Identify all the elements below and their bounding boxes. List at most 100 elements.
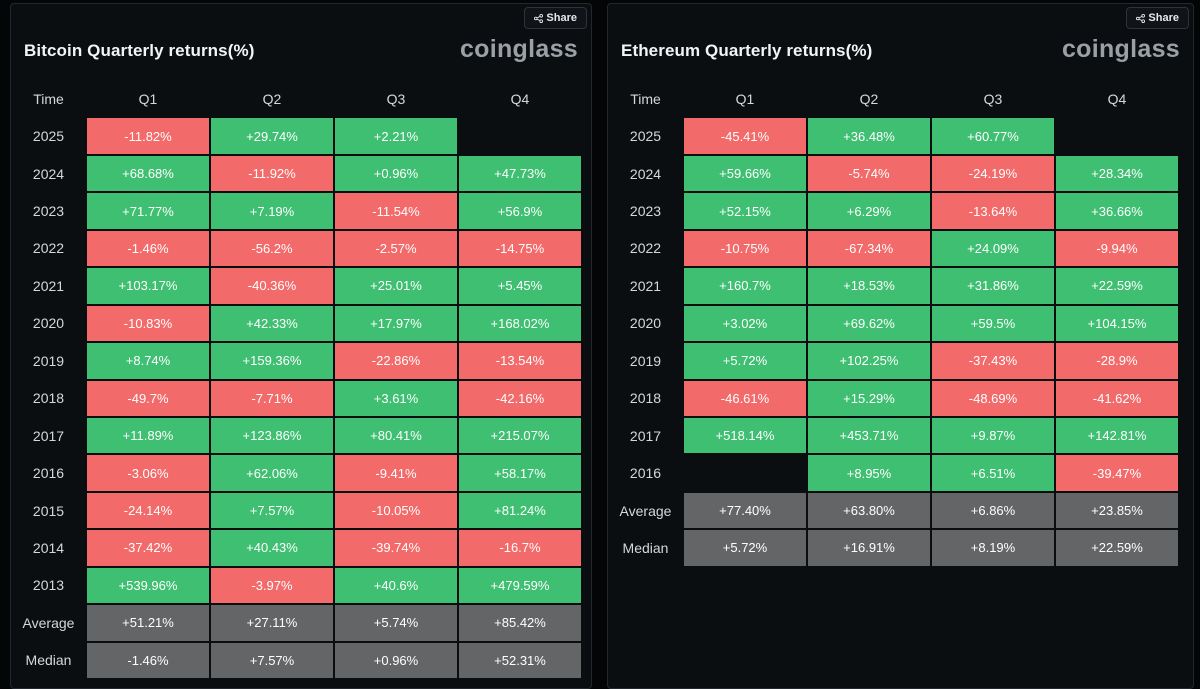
return-cell: +7.57% <box>211 492 333 529</box>
return-cell: +3.61% <box>335 380 457 416</box>
return-cell: +17.97% <box>335 305 457 342</box>
return-cell: +47.73% <box>459 155 581 192</box>
return-cell: -11.92% <box>211 155 333 192</box>
return-cell: -10.83% <box>87 305 209 342</box>
stat-cell: +7.57% <box>211 642 333 678</box>
return-cell: +59.66% <box>684 155 806 192</box>
return-cell: +31.86% <box>932 268 1054 304</box>
return-cell: -1.46% <box>87 230 209 267</box>
return-cell: +159.36% <box>211 343 333 379</box>
return-cell: -39.74% <box>335 530 457 566</box>
return-cell <box>684 455 806 490</box>
return-cell: +68.68% <box>87 155 209 192</box>
return-cell: -10.75% <box>684 230 806 267</box>
return-cell: +9.87% <box>932 417 1054 454</box>
return-cell: -9.94% <box>1056 230 1178 267</box>
return-cell: +7.19% <box>211 193 333 229</box>
return-cell: -42.16% <box>459 380 581 416</box>
return-cell: +518.14% <box>684 417 806 454</box>
return-cell: +215.07% <box>459 417 581 454</box>
row-year-label: 2017 <box>629 427 662 444</box>
return-cell: +5.72% <box>684 343 806 379</box>
return-cell: -16.7% <box>459 530 581 566</box>
return-cell: -3.97% <box>211 567 333 604</box>
return-cell: +81.24% <box>459 492 581 529</box>
return-cell: +71.77% <box>87 193 209 229</box>
return-cell: -7.71% <box>211 380 333 416</box>
return-cell: -41.62% <box>1056 380 1178 416</box>
return-cell: +8.74% <box>87 343 209 379</box>
return-cell: +5.45% <box>459 268 581 304</box>
return-cell: -11.82% <box>87 118 209 154</box>
return-cell: +142.81% <box>1056 417 1178 454</box>
coinglass-logo: coinglass <box>459 35 578 63</box>
column-header: Q4 <box>1107 90 1127 107</box>
column-header: Q4 <box>510 90 530 107</box>
row-year-label: 2018 <box>629 390 662 407</box>
row-year-label: 2019 <box>32 352 65 369</box>
return-cell: -22.86% <box>335 343 457 379</box>
return-cell: -10.05% <box>335 492 457 529</box>
panel-title: Bitcoin Quarterly returns(%) <box>24 41 255 60</box>
stat-cell: +52.31% <box>459 642 581 678</box>
return-cell: -11.54% <box>335 193 457 229</box>
stat-row-label: Median <box>25 652 72 669</box>
return-cell: +42.33% <box>211 305 333 342</box>
return-cell: -37.42% <box>87 530 209 566</box>
stat-cell: +27.11% <box>211 605 333 641</box>
stat-cell: +0.96% <box>335 642 457 678</box>
return-cell: +0.96% <box>335 155 457 192</box>
return-cell: +24.09% <box>932 230 1054 267</box>
return-cell: -2.57% <box>335 230 457 267</box>
return-cell: +2.21% <box>335 118 457 154</box>
stat-cell: +85.42% <box>459 605 581 641</box>
return-cell: +40.43% <box>211 530 333 566</box>
coinglass-logo: coinglass <box>1061 35 1180 63</box>
return-cell: -45.41% <box>684 118 806 154</box>
stat-cell: +23.85% <box>1056 492 1178 529</box>
return-cell: +479.59% <box>459 567 581 604</box>
return-cell: +40.6% <box>335 567 457 604</box>
row-year-label: 2013 <box>32 577 65 594</box>
share-button[interactable]: Share <box>524 7 587 29</box>
row-year-label: 2015 <box>32 502 65 519</box>
row-year-label: 2025 <box>32 128 65 145</box>
row-year-label: 2022 <box>629 240 662 257</box>
return-cell: -56.2% <box>211 230 333 267</box>
return-cell: +539.96% <box>87 567 209 604</box>
share-button[interactable]: Share <box>1126 7 1189 29</box>
row-year-label: 2020 <box>629 315 662 332</box>
row-year-label: 2019 <box>629 352 662 369</box>
return-cell: +11.89% <box>87 417 209 454</box>
return-cell: +15.29% <box>808 380 930 416</box>
returns-table: Time Q1 Q2 Q3 Q4 2025 -11.82% +29.74% +2.21% 2024… <box>11 80 582 679</box>
return-cell: -46.61% <box>684 380 806 416</box>
return-cell: +3.02% <box>684 305 806 342</box>
return-cell: +52.15% <box>684 193 806 229</box>
stat-row-label: Average <box>619 502 672 519</box>
return-cell: +160.7% <box>684 268 806 304</box>
stat-cell: -1.46% <box>87 642 209 678</box>
return-cell: +168.02% <box>459 305 581 342</box>
row-year-label: 2014 <box>32 539 65 556</box>
return-cell: +80.41% <box>335 417 457 454</box>
return-cell <box>1056 118 1178 153</box>
column-header: Time <box>33 90 64 107</box>
return-cell: +69.62% <box>808 305 930 342</box>
return-cell: -39.47% <box>1056 455 1178 491</box>
return-cell: +6.51% <box>932 455 1054 491</box>
return-cell: +28.34% <box>1056 155 1178 192</box>
row-year-label: 2024 <box>629 165 662 182</box>
returns-table: Time Q1 Q2 Q3 Q4 2025 -45.41% +36.48% +60.77% 202… <box>608 80 1179 567</box>
return-cell: +60.77% <box>932 118 1054 154</box>
return-cell: -13.64% <box>932 193 1054 229</box>
return-cell: +18.53% <box>808 268 930 304</box>
row-year-label: 2017 <box>32 427 65 444</box>
return-cell <box>459 118 581 153</box>
share-label: Share <box>1148 12 1179 24</box>
column-header: Time <box>630 90 661 107</box>
return-cell: +62.06% <box>211 455 333 491</box>
return-cell: -9.41% <box>335 455 457 491</box>
return-cell: +58.17% <box>459 455 581 491</box>
return-cell: +8.95% <box>808 455 930 491</box>
